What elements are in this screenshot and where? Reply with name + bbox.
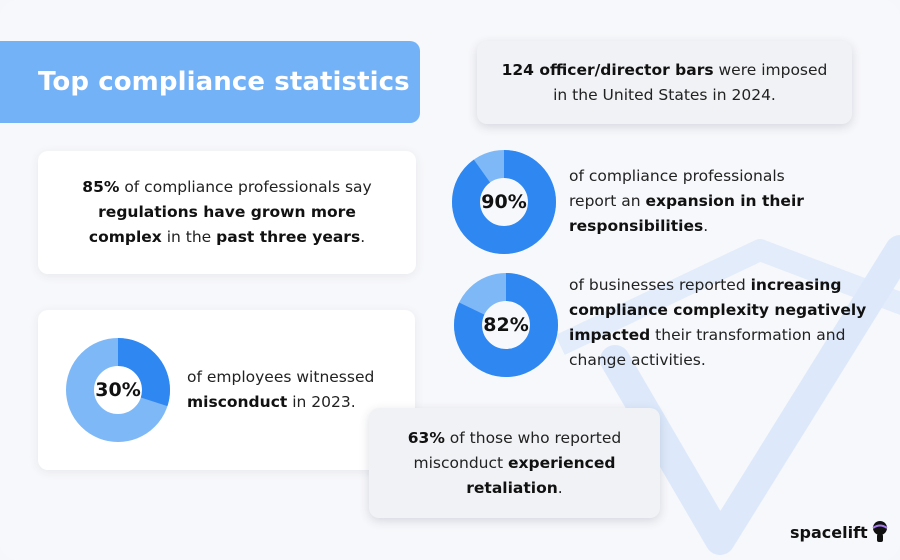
stat-highlight: 85%	[82, 178, 120, 196]
stat-text-part: of businesses reported	[569, 276, 751, 294]
donut-percent-label: 30%	[95, 379, 141, 401]
stat-highlight: impacted	[569, 326, 651, 344]
donut-percent-label: 90%	[481, 191, 527, 213]
donut-chart-82: 82%	[454, 273, 558, 377]
stat-text-part: of compliance professionals	[569, 167, 785, 185]
stat-card-regulations-complex: 85% of compliance professionals say regu…	[38, 151, 416, 274]
stat-highlight: compliance complexity negatively	[569, 301, 867, 319]
stat-highlight: misconduct	[187, 393, 288, 411]
donut-value-arc	[66, 338, 170, 442]
stat-text-part: of employees witnessed	[187, 368, 375, 386]
stat-text-part: report an	[569, 192, 646, 210]
donut-percent-label: 82%	[483, 314, 529, 336]
stat-text-part: of those who reported	[444, 428, 622, 447]
stat-text-part: were imposed	[713, 60, 828, 79]
hexagon-outline-decoration	[555, 239, 900, 355]
stat-text-part: in the United States in 2024.	[553, 85, 776, 104]
stat-highlight: 63%	[407, 428, 445, 447]
stat-text-part: .	[557, 478, 563, 497]
stat-text-part: in 2023.	[287, 393, 356, 411]
donut-chart-30: 30%	[66, 338, 170, 442]
stat-text-part: .	[703, 217, 709, 235]
donut-chart-90: 90%	[452, 150, 556, 254]
stat-highlight: regulations have grown more	[98, 203, 356, 221]
stat-highlight: 124 officer/director bars	[501, 60, 714, 79]
astronaut-helmet-icon	[872, 521, 888, 542]
stat-highlight: past three years	[216, 228, 361, 246]
stat-text-part: change activities.	[569, 351, 706, 369]
stat-highlight: complex	[88, 228, 162, 246]
stat-text: 85% of compliance professionals say regu…	[38, 175, 416, 250]
stat-text: 63% of those who reported misconduct exp…	[369, 426, 660, 501]
stat-text-misconduct: of employees witnessed misconduct in 202…	[187, 365, 407, 415]
donut-svg	[452, 150, 556, 254]
stat-highlight: responsibilities	[569, 217, 704, 235]
stat-text: 124 officer/director bars were imposed i…	[477, 58, 852, 108]
stat-highlight: expansion in their	[645, 192, 804, 210]
stat-card-retaliation: 63% of those who reported misconduct exp…	[369, 408, 660, 518]
spacelift-logo: spacelift	[790, 520, 890, 544]
stat-card-misconduct: 30% of employees witnessed misconduct in…	[38, 310, 415, 470]
stat-text-part: their transformation and	[650, 326, 846, 344]
donut-value-arc	[454, 273, 558, 377]
donut-svg	[66, 338, 170, 442]
logo-text: spacelift	[790, 522, 868, 542]
donut-svg	[454, 273, 558, 377]
stat-text-part: misconduct	[413, 453, 509, 472]
stat-highlight: retaliation	[466, 478, 558, 497]
page-title: Top compliance statistics	[38, 67, 410, 97]
stat-text-expansion: of compliance professionals report an ex…	[569, 164, 869, 239]
stat-text-part: in the	[161, 228, 217, 246]
donut-value-arc	[452, 150, 556, 254]
stat-highlight: increasing	[750, 276, 842, 294]
stat-card-officer-bars: 124 officer/director bars were imposed i…	[477, 41, 852, 124]
stat-text-part: of compliance professionals say	[119, 178, 372, 196]
stat-text-part: .	[360, 228, 366, 246]
title-banner: Top compliance statistics	[0, 41, 420, 123]
stat-highlight: experienced	[508, 453, 616, 472]
stat-text-businesses: of businesses reported increasing compli…	[569, 273, 894, 373]
